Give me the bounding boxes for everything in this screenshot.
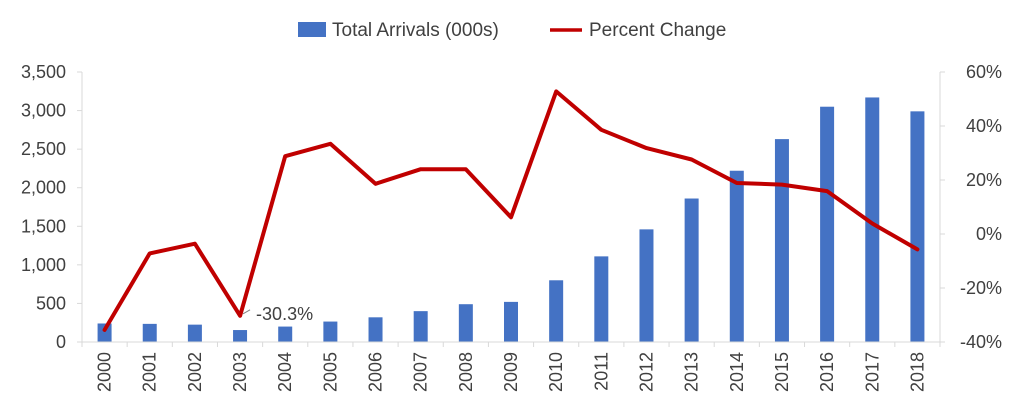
left-tick-label: 1,000 (21, 255, 66, 275)
x-tick-label: 2009 (501, 352, 521, 392)
right-tick-label: 40% (966, 116, 1002, 136)
x-tick-label: 2007 (411, 352, 431, 392)
bar-2005 (323, 321, 338, 342)
bar-2018 (910, 111, 925, 342)
axes (81, 72, 941, 343)
x-tick-label: 2004 (275, 352, 295, 392)
bar-2000 (97, 323, 112, 342)
x-tick-label: 2000 (95, 352, 115, 392)
x-tick-label: 2014 (727, 352, 747, 392)
bar-2012 (639, 229, 654, 342)
left-tick-label: 3,000 (21, 101, 66, 121)
bar-2016 (820, 106, 835, 342)
left-axis-ticks: 0 500 1,000 1,500 2,000 2,500 3,000 3,500 (21, 62, 82, 352)
right-tick-label: 60% (966, 62, 1002, 82)
left-tick-label: 3,500 (21, 62, 66, 82)
annotation-label: -30.3% (256, 304, 313, 324)
x-tick-label: 2010 (546, 352, 566, 392)
x-tick-label: 2008 (456, 352, 476, 392)
bar-2017 (865, 97, 880, 342)
x-tick-label: 2011 (591, 352, 611, 391)
x-tick-label: 2001 (140, 352, 160, 392)
bar-2001 (142, 323, 157, 342)
bar-2013 (684, 198, 699, 342)
bar-2011 (594, 256, 609, 342)
x-tick-label: 2017 (862, 352, 882, 392)
left-tick-label: 0 (56, 332, 66, 352)
annotation-leader-line (242, 309, 251, 315)
right-tick-label: -40% (960, 332, 1002, 352)
x-tick-label: 2002 (185, 352, 205, 392)
x-tick-label: 2018 (907, 352, 927, 392)
right-tick-label: 20% (966, 170, 1002, 190)
left-tick-label: 2,500 (21, 139, 66, 159)
chart-legend: Total Arrivals (000s) Percent Change (298, 20, 726, 41)
x-axis-ticks: 2000 2001 2002 2003 2004 2005 2006 2007 2008 2009… (81, 342, 941, 392)
x-tick-label: 2005 (320, 352, 340, 392)
left-tick-label: 1,500 (21, 216, 66, 236)
x-tick-label: 2016 (817, 352, 837, 392)
bar-2014 (729, 170, 744, 342)
bar-2008 (458, 304, 473, 342)
right-axis-ticks: -40% -20% 0% 20% 40% 60% (940, 62, 1002, 352)
bar-2006 (368, 317, 383, 342)
percent-change-line (102, 89, 920, 332)
bar-2015 (774, 139, 789, 342)
x-tick-label: 2012 (636, 352, 656, 392)
bar-2010 (549, 280, 564, 342)
left-tick-label: 500 (36, 293, 66, 313)
line-series-percent-change (102, 89, 920, 332)
bar-series-total-arrivals (97, 97, 925, 342)
legend-label-total-arrivals: Total Arrivals (000s) (332, 20, 499, 41)
bar-2004 (278, 326, 293, 342)
x-tick-label: 2006 (366, 352, 386, 392)
left-tick-label: 2,000 (21, 178, 66, 198)
data-annotation: -30.3% (242, 304, 313, 324)
bar-2003 (233, 330, 248, 342)
bar-2009 (504, 301, 518, 342)
bar-2002 (187, 324, 202, 342)
legend-swatch-total-arrivals (298, 22, 326, 37)
legend-label-percent-change: Percent Change (589, 20, 726, 41)
x-tick-label: 2003 (230, 352, 250, 392)
bar-2007 (413, 311, 428, 342)
x-tick-label: 2015 (772, 352, 792, 392)
right-tick-label: 0% (976, 224, 1002, 244)
right-tick-label: -20% (960, 278, 1002, 298)
x-tick-label: 2013 (682, 352, 702, 392)
